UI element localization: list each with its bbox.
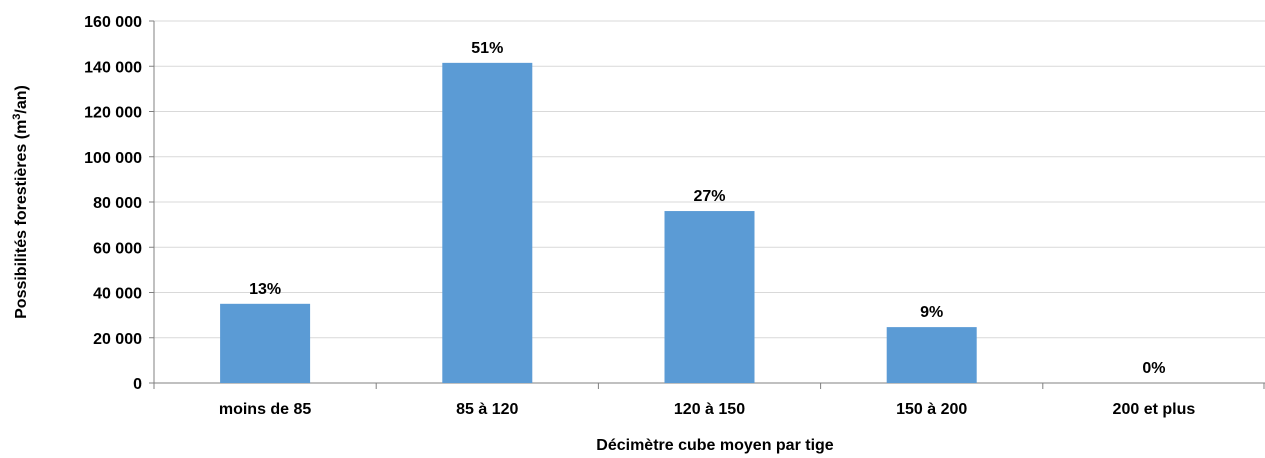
y-axis-title-main: Possibilités forestières (m xyxy=(13,120,30,319)
y-tick-label: 80 000 xyxy=(93,195,142,212)
y-axis-title-sup: 3 xyxy=(11,114,23,120)
x-category-label: 85 à 120 xyxy=(456,401,518,418)
data-label: 0% xyxy=(1142,360,1165,377)
y-tick-label: 120 000 xyxy=(84,105,142,122)
data-label: 9% xyxy=(920,304,943,321)
bars xyxy=(220,62,977,383)
y-tick-label: 140 000 xyxy=(84,59,142,76)
bar xyxy=(220,303,311,383)
x-category-label: 200 et plus xyxy=(1113,401,1196,418)
data-label: 27% xyxy=(693,188,725,205)
y-tick-label: 20 000 xyxy=(93,331,142,348)
y-tick-label: 160 000 xyxy=(84,14,142,31)
x-category-label: 120 à 150 xyxy=(674,401,745,418)
y-tick-label: 40 000 xyxy=(93,286,142,303)
bar xyxy=(664,211,755,383)
x-category-label: moins de 85 xyxy=(219,401,312,418)
data-label: 13% xyxy=(249,281,281,298)
x-axis-title: Décimètre cube moyen par tige xyxy=(596,437,834,454)
bar xyxy=(886,327,977,383)
data-label: 51% xyxy=(471,40,503,57)
y-tick-label: 0 xyxy=(133,376,142,393)
y-axis-title: Possibilités forestières (m3/an) xyxy=(11,85,30,319)
bar xyxy=(442,62,533,383)
y-tick-label: 100 000 xyxy=(84,150,142,167)
x-category-label: 150 à 200 xyxy=(896,401,967,418)
y-tick-label: 60 000 xyxy=(93,240,142,257)
y-axis-title-end: /an) xyxy=(13,85,30,113)
labels: 0 20 000 40 000 60 000 80 000 100 000 120 000 1… xyxy=(84,14,1195,418)
